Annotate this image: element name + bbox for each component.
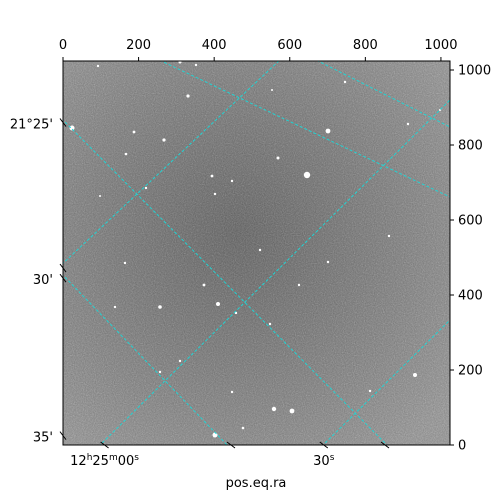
top-tick-label: 200 (126, 38, 151, 53)
star (158, 370, 162, 374)
star (213, 192, 217, 196)
star (387, 234, 391, 238)
right-tick-label: 1000 (458, 64, 491, 79)
bottom-tick (100, 441, 109, 449)
grid-line (316, 61, 450, 128)
bottom-ra-axis: 12h25m00s 30s (70, 441, 390, 469)
star (234, 311, 238, 315)
top-tick-label: 0 (59, 38, 67, 53)
ra-tick-label: 12h25m00s (70, 453, 139, 469)
star-field (69, 61, 441, 438)
bottom-tick (380, 441, 390, 449)
star (194, 63, 198, 67)
bottom-tick (319, 441, 329, 449)
grid-line (63, 274, 228, 445)
star (230, 179, 234, 183)
ra-tick-label: 30s (313, 453, 335, 469)
star (132, 130, 136, 134)
star (123, 261, 127, 265)
plot-frame (62, 60, 451, 446)
left-tick (59, 431, 67, 440)
star (326, 260, 330, 264)
top-tick-label: 600 (277, 38, 302, 53)
star (212, 432, 218, 438)
dec-tick-label: 21°25' (10, 118, 53, 133)
star (406, 122, 410, 126)
left-tick (59, 118, 67, 127)
x-axis-label: pos.eq.ra (226, 476, 287, 491)
star (258, 248, 262, 252)
star (241, 426, 245, 430)
right-tick-label: 800 (458, 139, 483, 154)
top-axis: 0 200 400 600 800 1000 (59, 38, 457, 61)
right-tick-label: 200 (458, 364, 483, 379)
left-tick (59, 263, 67, 273)
star (113, 305, 117, 309)
star (216, 302, 220, 306)
star (303, 171, 311, 179)
grid-line (63, 61, 280, 264)
grid-line (63, 119, 388, 445)
dec-tick-label: 35' (33, 431, 53, 446)
star (413, 373, 417, 377)
star (210, 174, 214, 178)
star (124, 152, 128, 156)
star (162, 138, 166, 142)
star (271, 406, 277, 412)
star (178, 359, 182, 363)
top-tick-label: 400 (202, 38, 227, 53)
right-tick-label: 400 (458, 289, 483, 304)
bottom-tick (226, 441, 236, 449)
star (99, 195, 101, 197)
star (158, 305, 162, 309)
left-dec-axis: 21°25' 30' 35' (10, 118, 67, 446)
star (186, 94, 190, 98)
top-tick-label: 800 (353, 38, 378, 53)
right-tick-label: 600 (458, 214, 483, 229)
star (297, 283, 301, 287)
sky-image (63, 61, 450, 445)
star (96, 64, 100, 68)
star (325, 128, 331, 134)
star (230, 390, 234, 394)
star (289, 408, 295, 414)
star (202, 283, 206, 287)
star (144, 186, 148, 190)
left-tick (59, 273, 67, 283)
star (69, 125, 75, 131)
coordinate-grid (63, 61, 450, 445)
grid-line (322, 319, 450, 445)
right-axis: 0 200 400 600 800 1000 (450, 64, 491, 454)
star (343, 80, 347, 84)
star (178, 61, 182, 64)
star (271, 89, 273, 91)
top-tick-label: 1000 (424, 38, 457, 53)
star (368, 389, 372, 393)
dec-tick-label: 30' (33, 273, 53, 288)
right-tick-label: 0 (458, 439, 466, 454)
grid-line (99, 99, 450, 445)
star (276, 156, 280, 160)
star (268, 322, 272, 326)
